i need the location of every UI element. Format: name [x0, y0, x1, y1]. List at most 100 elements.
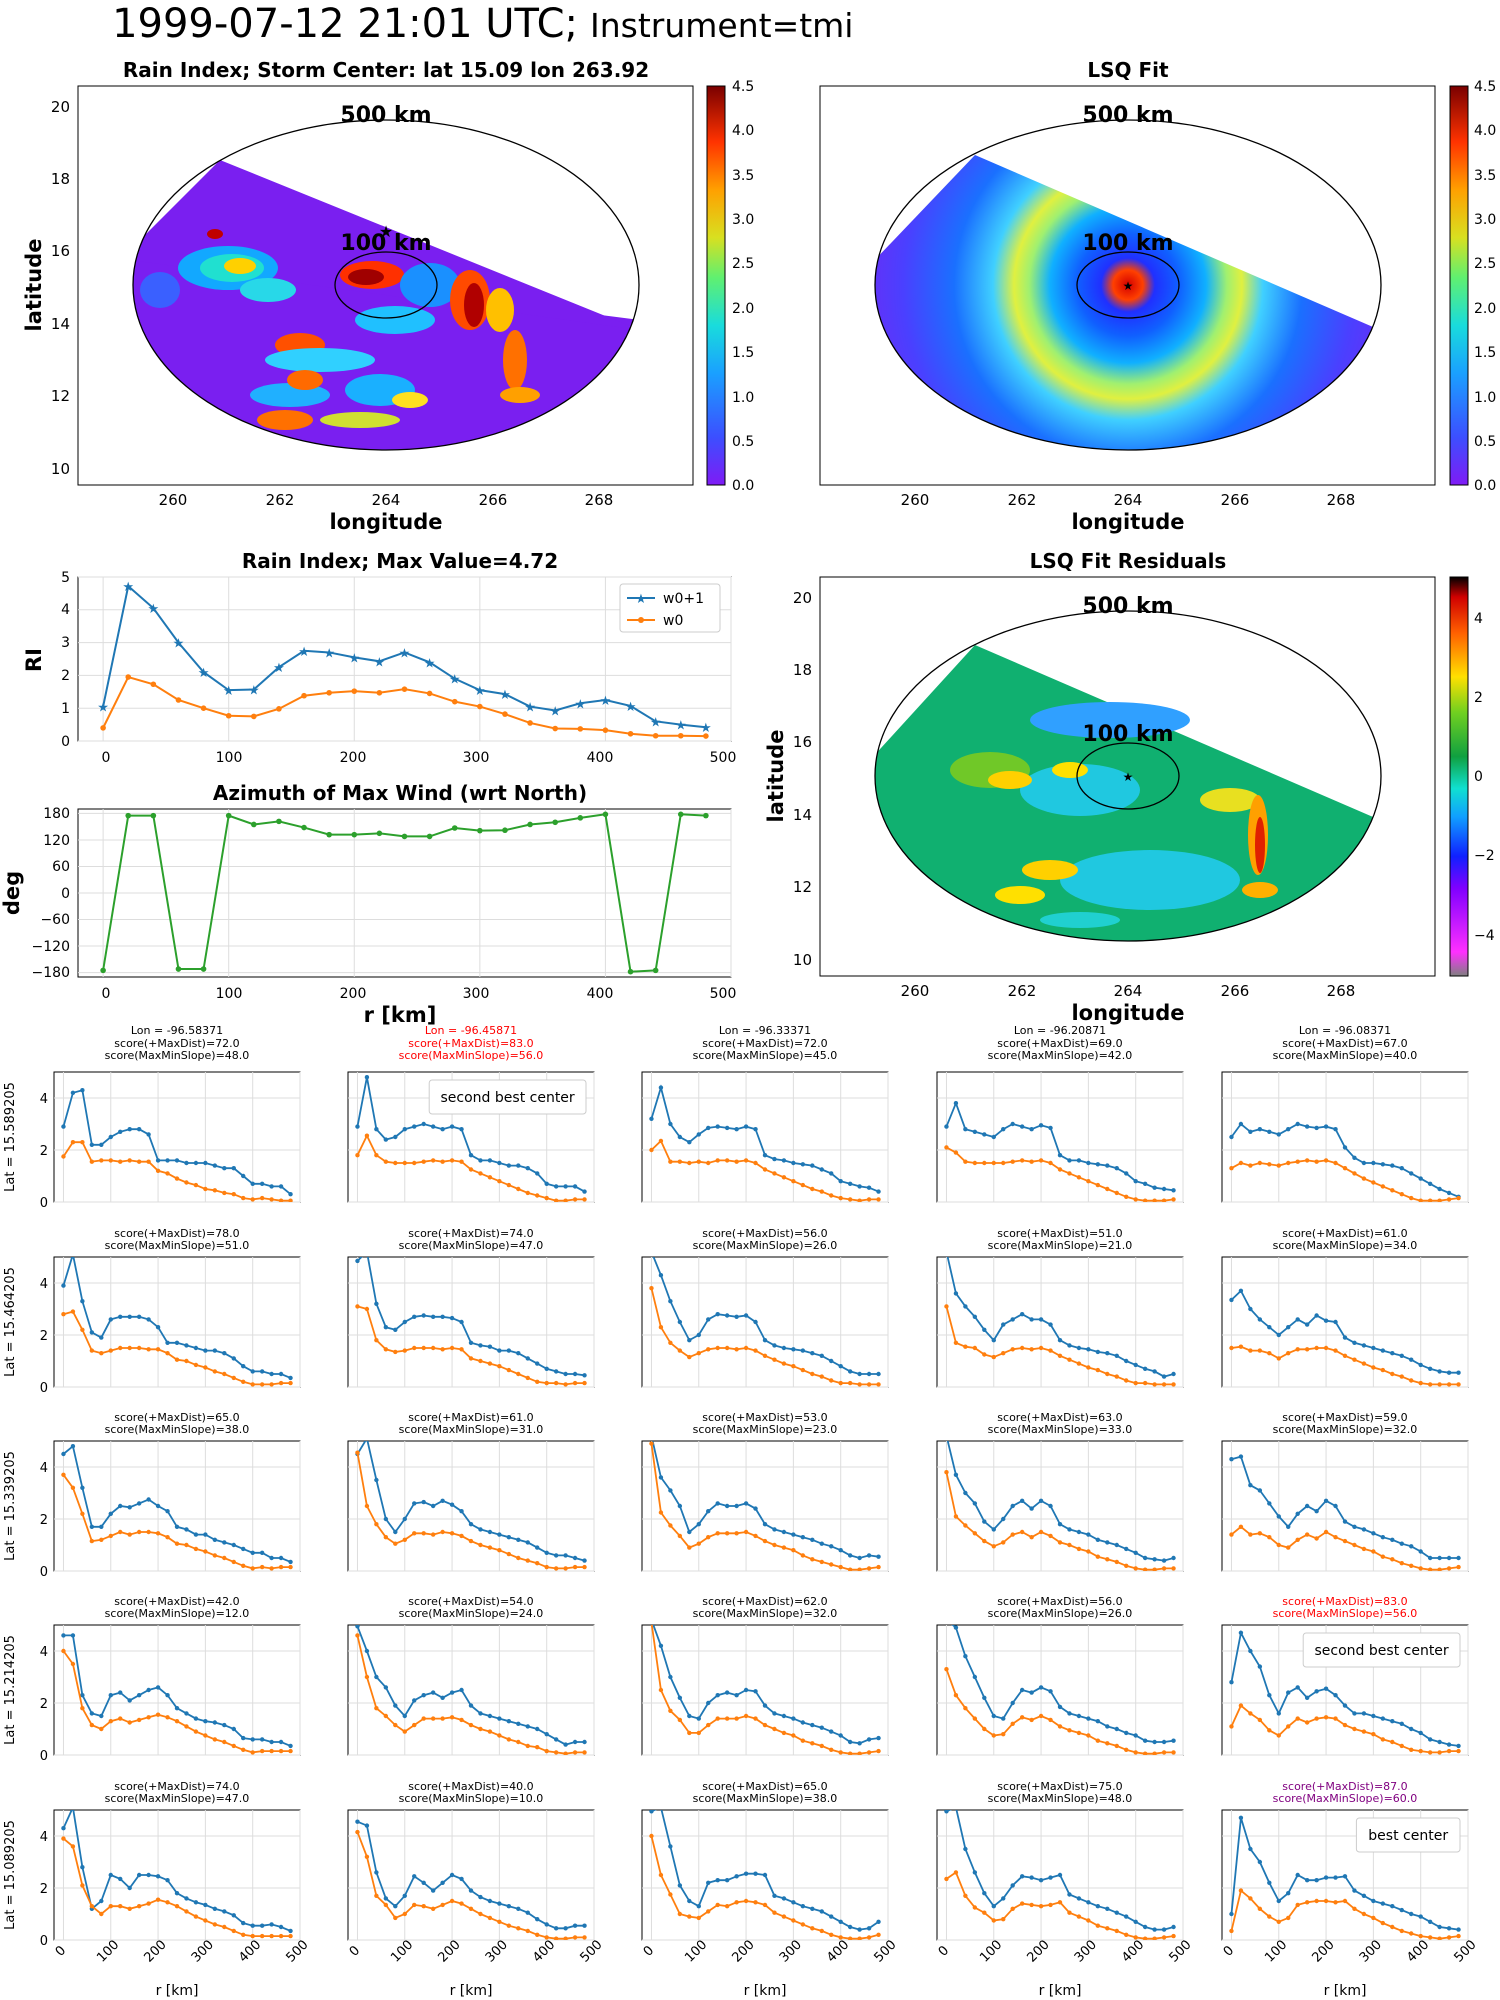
grid-point-w0p1: [1114, 1542, 1119, 1548]
grid-point-w0p1: [1248, 1306, 1253, 1312]
grid-point-w0: [1427, 1198, 1433, 1202]
grid-panel-r2-c3: score(+MaxDist)=63.0score(MaxMinSlope)=3…: [936, 1411, 1184, 1572]
svg-text:0.5: 0.5: [732, 434, 754, 450]
grid-point-w0: [991, 1918, 996, 1923]
grid-point-w0p1: [1342, 1703, 1348, 1708]
grid-point-w0p1: [393, 1703, 398, 1708]
grid-score-label: score(MaxMinSlope)=32.0: [693, 1607, 838, 1620]
grid-point-w0p1: [1456, 1743, 1461, 1749]
grid-point-w0: [1238, 1344, 1244, 1349]
grid-point-w0p1: [440, 1695, 445, 1701]
azimuth-point: [451, 825, 458, 831]
grid-panel-r1-c3: score(+MaxDist)=51.0score(MaxMinSlope)=2…: [936, 1227, 1184, 1388]
svg-text:3.0: 3.0: [732, 212, 754, 228]
ri-legend-w0p1: w0+1: [663, 591, 704, 607]
svg-text:400: 400: [587, 986, 614, 1002]
grid-point-w0: [649, 1620, 653, 1624]
grid-point-w0: [1086, 1549, 1091, 1554]
grid-point-w0p1: [1038, 1498, 1044, 1504]
grid-point-w0p1: [800, 1720, 806, 1725]
grid-point-w0: [118, 1904, 123, 1909]
grid-point-w0: [449, 1715, 455, 1720]
grid-point-w0: [535, 1561, 540, 1566]
grid-score-label: score(+MaxDist)=87.0: [1282, 1780, 1407, 1793]
svg-text:−180: −180: [32, 965, 70, 981]
grid-point-w0: [982, 1910, 987, 1915]
grid-point-w0: [1133, 1935, 1138, 1940]
grid-point-w0: [269, 1748, 274, 1754]
grid-point-w0p1: [1238, 1815, 1244, 1821]
grid-point-w0p1: [810, 1906, 815, 1912]
ri-point-w0: [426, 690, 433, 697]
grid-point-w0: [972, 1160, 978, 1166]
grid-point-w0: [61, 1154, 66, 1159]
grid-point-w0: [146, 1347, 151, 1352]
grid-point-w0p1: [857, 1741, 862, 1746]
grid-score-label: score(MaxMinSlope)=26.0: [693, 1239, 838, 1252]
grid-point-w0p1: [1371, 1713, 1376, 1719]
grid-point-w0p1: [1342, 1874, 1348, 1879]
grid-point-w0: [1019, 1529, 1025, 1535]
grid-point-w0: [1314, 1345, 1319, 1351]
ri-point-w0p1: ★: [298, 645, 310, 660]
grid-point-w0: [364, 1854, 370, 1860]
grid-panel-series: [649, 1084, 881, 1202]
grid-point-w0p1: [146, 1497, 151, 1502]
grid-point-w0p1: [440, 1880, 445, 1886]
grid-point-w0: [1276, 1919, 1281, 1925]
grid-point-w0: [658, 1325, 664, 1330]
grid-point-w0p1: [383, 1685, 389, 1690]
grid-point-w0: [259, 1933, 265, 1939]
grid-point-w0: [1456, 1748, 1461, 1754]
grid-xlabel: r [km]: [450, 1983, 493, 1999]
grid-point-w0: [250, 1750, 255, 1755]
grid-point-w0: [1133, 1380, 1138, 1386]
grid-point-w0p1: [563, 1371, 568, 1377]
grid-point-w0p1: [810, 1351, 815, 1356]
grid-point-w0p1: [184, 1711, 189, 1716]
grid-score-label: score(+MaxDist)=51.0: [997, 1227, 1122, 1240]
grid-point-w0: [724, 1158, 730, 1163]
grid-point-w0p1: [876, 1189, 881, 1194]
ri-point-w0p1: ★: [148, 602, 160, 617]
grid-point-w0p1: [553, 1369, 559, 1374]
grid-point-w0p1: [1152, 1927, 1157, 1932]
grid-point-w0: [810, 1741, 815, 1746]
grid-point-w0: [1437, 1198, 1442, 1202]
svg-text:264: 264: [1114, 982, 1143, 1000]
grid-point-w0p1: [772, 1527, 777, 1532]
ri-point-w0: [502, 711, 508, 717]
grid-point-w0p1: [365, 1436, 369, 1440]
grid-point-w0: [355, 1829, 360, 1835]
grid-point-w0: [553, 1936, 559, 1940]
grid-point-w0: [108, 1158, 113, 1163]
grid-point-w0: [972, 1905, 978, 1910]
grid-point-w0p1: [1304, 1322, 1310, 1327]
grid-point-w0p1: [278, 1924, 284, 1930]
ri-point-w0p1: ★: [122, 580, 134, 595]
grid-point-w0: [724, 1716, 730, 1721]
azimuth-point: [602, 811, 609, 818]
grid-point-w0p1: [259, 1923, 265, 1928]
grid-point-w0: [165, 1900, 170, 1905]
grid-point-w0: [724, 1904, 730, 1909]
grid-point-w0: [1142, 1198, 1148, 1202]
grid-xtick: 200: [142, 1937, 170, 1965]
grid-point-w0p1: [1380, 1348, 1386, 1353]
grid-point-w0p1: [155, 1685, 161, 1690]
grid-point-w0: [89, 1159, 95, 1164]
grid-point-w0: [572, 1750, 578, 1755]
grid-point-w0: [1352, 1171, 1357, 1176]
grid-point-w0: [1019, 1901, 1025, 1906]
grid-point-w0: [487, 1175, 493, 1180]
grid-panel-series: [61, 1633, 293, 1755]
grid-point-w0p1: [1105, 1163, 1110, 1168]
grid-point-w0: [753, 1716, 758, 1721]
grid-point-w0p1: [402, 1516, 407, 1522]
grid-point-w0p1: [696, 1716, 701, 1721]
grid-point-w0: [383, 1159, 389, 1164]
grid-point-w0p1: [582, 1923, 587, 1928]
grid-point-w0p1: [241, 1364, 246, 1369]
azimuth-point: [200, 966, 207, 972]
